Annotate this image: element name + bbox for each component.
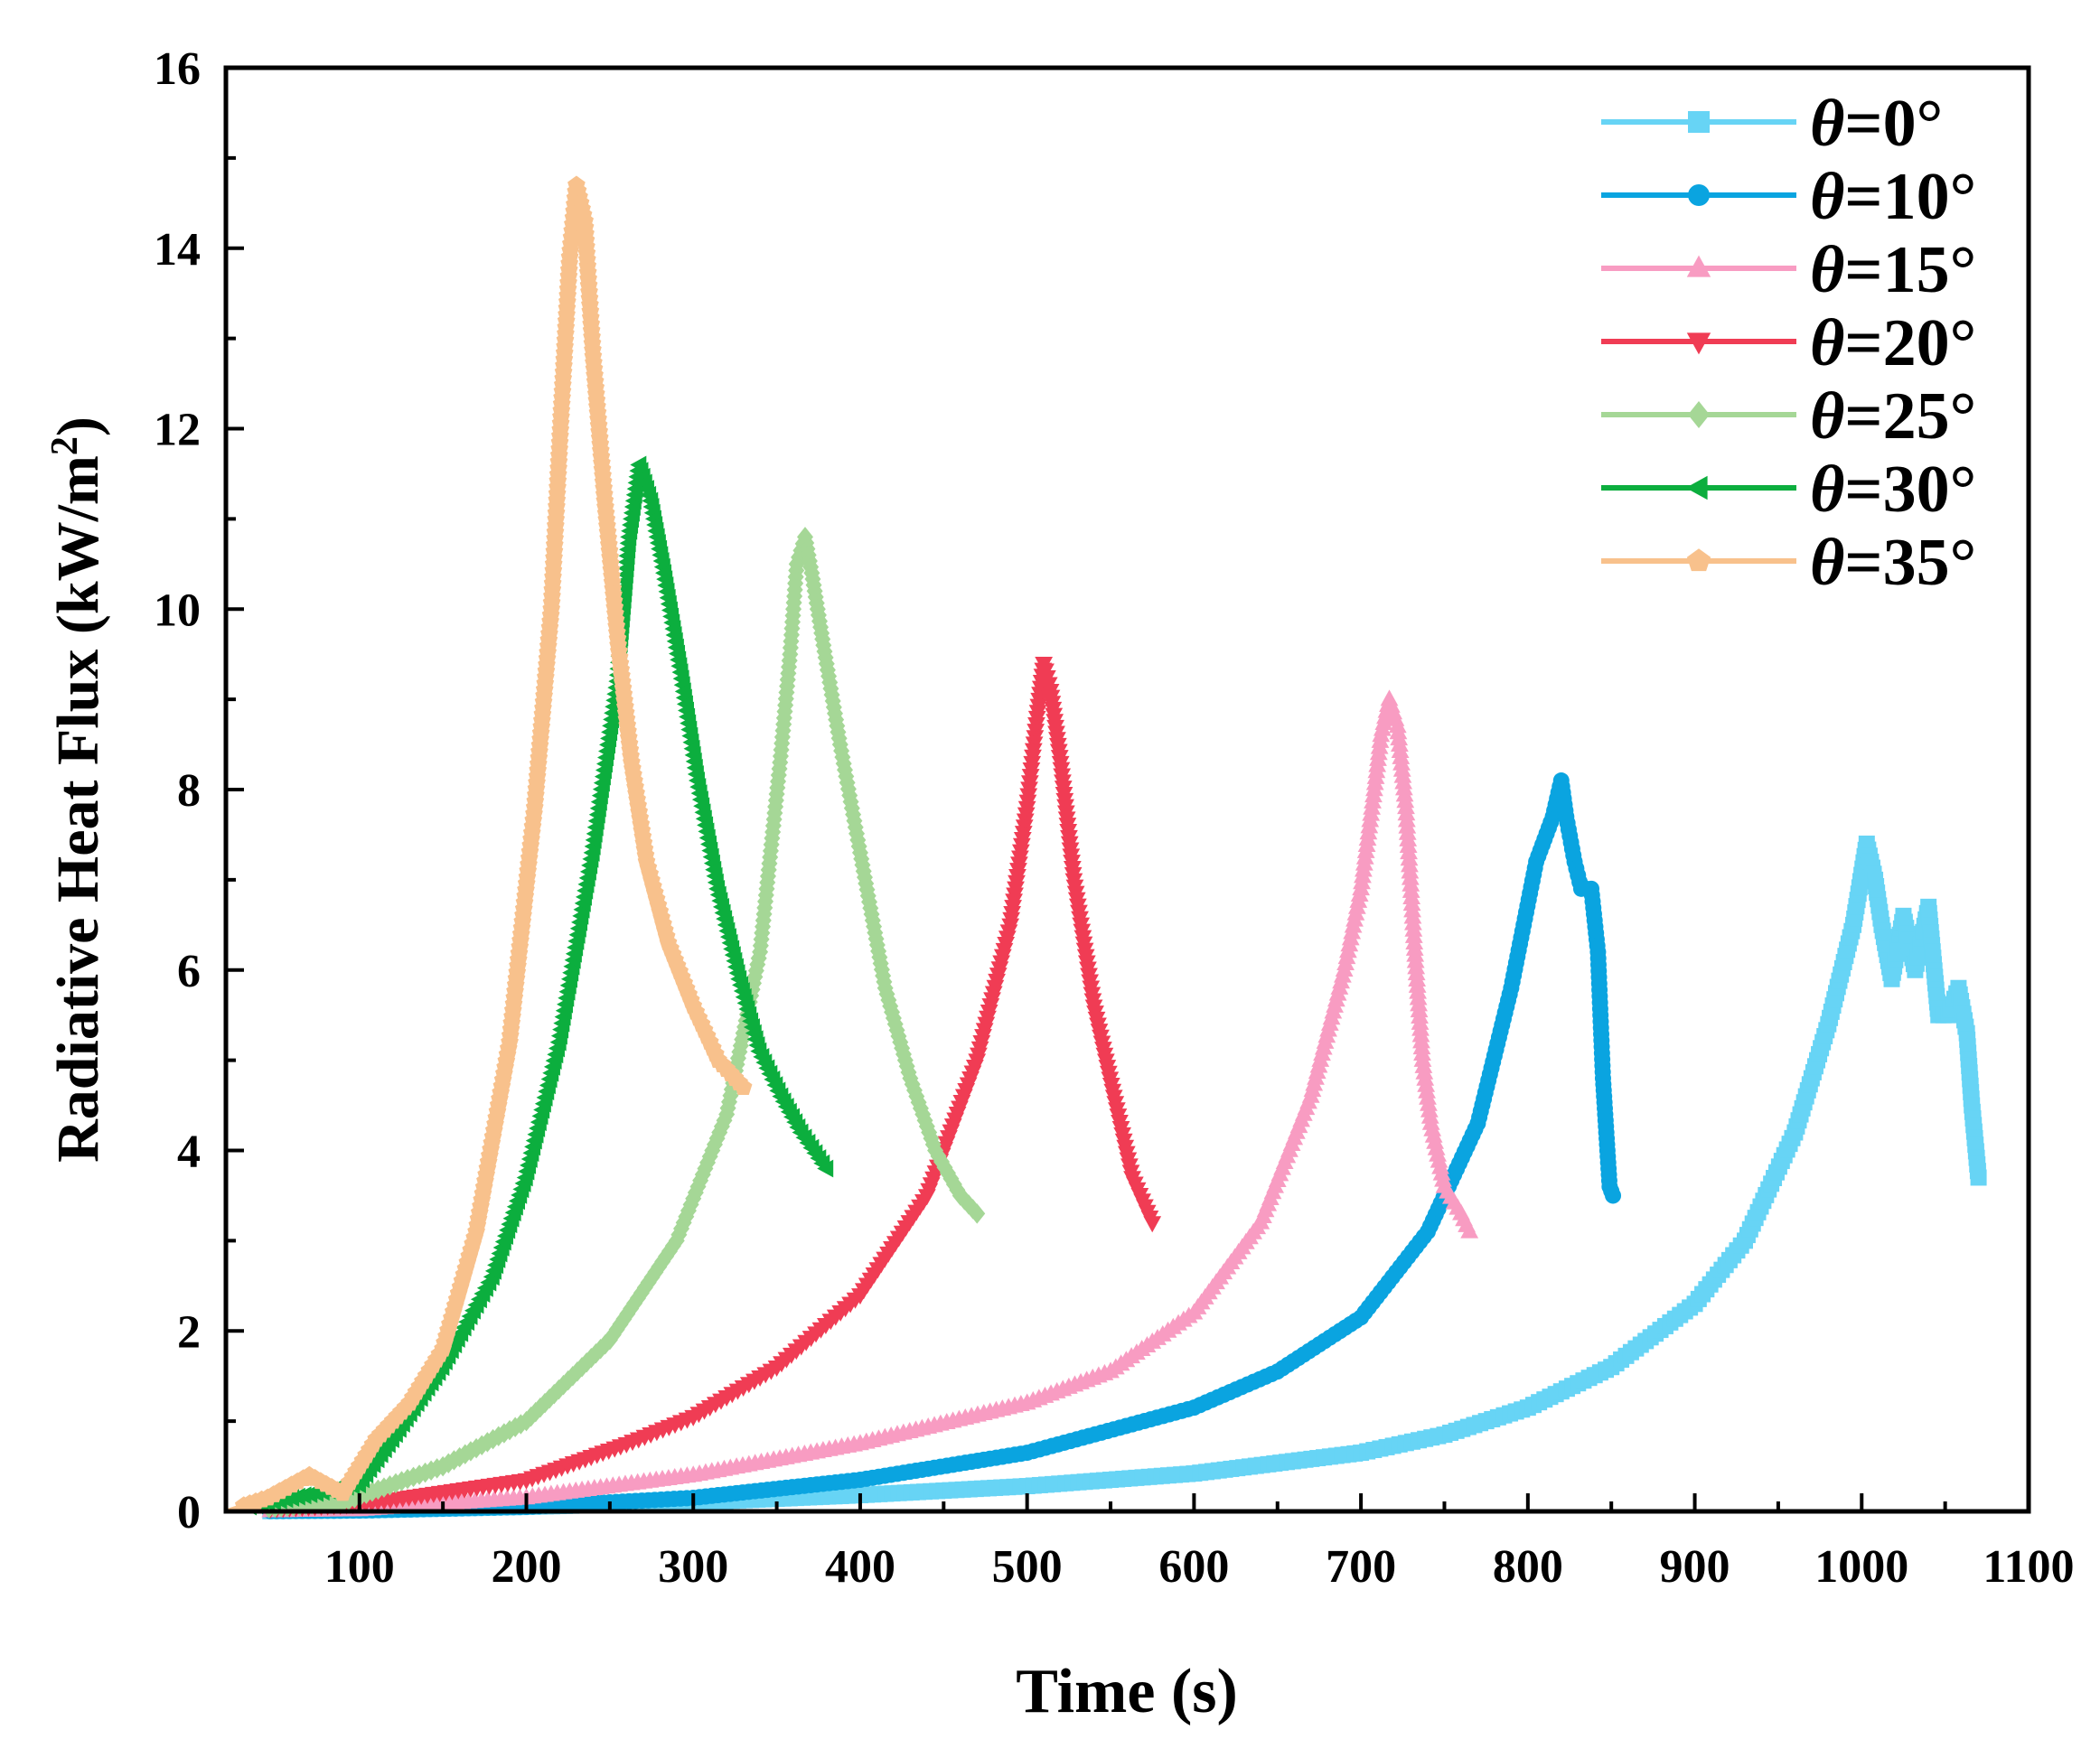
- y-tick-label: 12: [154, 405, 201, 456]
- y-tick-label: 0: [177, 1487, 201, 1538]
- y-tick-label: 4: [177, 1127, 201, 1178]
- legend-entry: θ=0°: [1601, 87, 1943, 161]
- legend-marker: [1685, 475, 1708, 500]
- legend-marker: [1686, 548, 1711, 572]
- y-tick-label: 8: [177, 765, 201, 817]
- legend-entry: θ=25°: [1601, 379, 1976, 454]
- legend-label: θ=35°: [1810, 526, 1976, 600]
- x-tick-label: 800: [1493, 1541, 1563, 1593]
- x-tick-label: 300: [658, 1541, 728, 1593]
- legend-marker: [1688, 401, 1710, 428]
- y-tick-label: 16: [154, 43, 201, 95]
- y-tick-label: 10: [154, 584, 201, 636]
- series-layer: [225, 175, 1987, 1520]
- data-point: [1143, 1216, 1162, 1233]
- legend-entry: θ=20°: [1601, 306, 1976, 380]
- series-line: [225, 462, 830, 1514]
- legend-entry: θ=10°: [1601, 160, 1976, 234]
- data-point: [1605, 1187, 1622, 1204]
- data-point: [734, 1078, 753, 1095]
- legend-marker: [1688, 111, 1710, 133]
- legend-entry: θ=15°: [1601, 233, 1976, 307]
- x-ticks: 100 200 300 400 500 600 700 800 900 1000 1100: [324, 1493, 2075, 1593]
- y-tick-label: 2: [177, 1306, 201, 1358]
- legend-label: θ=20°: [1810, 306, 1976, 380]
- series-line: [225, 660, 1155, 1514]
- y-tick-label: 14: [154, 224, 201, 276]
- data-point: [969, 1203, 986, 1224]
- y-tick-label: 6: [177, 946, 201, 997]
- series-line: [225, 534, 980, 1514]
- legend-entry: θ=30°: [1601, 453, 1976, 527]
- series-6: [225, 175, 753, 1514]
- x-tick-label: 400: [825, 1541, 895, 1593]
- y-axis-label: Radiative Heat Flux (kW/m2): [44, 416, 111, 1163]
- series-4: [225, 527, 986, 1519]
- data-point: [1970, 1169, 1987, 1186]
- legend-label: θ=25°: [1810, 379, 1976, 454]
- x-tick-label: 200: [492, 1541, 562, 1593]
- legend-entry: θ=35°: [1601, 526, 1976, 600]
- y-ticks: 0 2 4 6 8 10 12 14 16: [154, 43, 244, 1538]
- x-tick-label: 100: [324, 1541, 395, 1593]
- legend-marker: [1686, 332, 1711, 355]
- x-axis-label: Time (s): [1016, 1657, 1238, 1726]
- x-tick-label: 1000: [1814, 1541, 1908, 1593]
- x-tick-label: 600: [1158, 1541, 1229, 1593]
- legend-label: θ=15°: [1810, 233, 1976, 307]
- x-tick-label: 700: [1326, 1541, 1396, 1593]
- legend-label: θ=10°: [1810, 160, 1976, 234]
- legend-label: θ=30°: [1810, 453, 1976, 527]
- series-2: [225, 689, 1479, 1518]
- x-tick-label: 500: [992, 1541, 1063, 1593]
- legend-marker: [1688, 184, 1710, 206]
- legend-label: θ=0°: [1810, 87, 1943, 161]
- series-line: [225, 182, 745, 1514]
- plot-frame: [223, 65, 2031, 1514]
- legend-marker: [1686, 255, 1711, 277]
- data-point: [817, 1159, 834, 1178]
- data-point: [1460, 1221, 1479, 1239]
- legend: θ=0°θ=10°θ=15°θ=20°θ=25°θ=30°θ=35°: [1601, 87, 1976, 600]
- x-tick-label: 900: [1660, 1541, 1730, 1593]
- x-tick-label: 1100: [1983, 1541, 2074, 1593]
- series-5: [225, 455, 834, 1516]
